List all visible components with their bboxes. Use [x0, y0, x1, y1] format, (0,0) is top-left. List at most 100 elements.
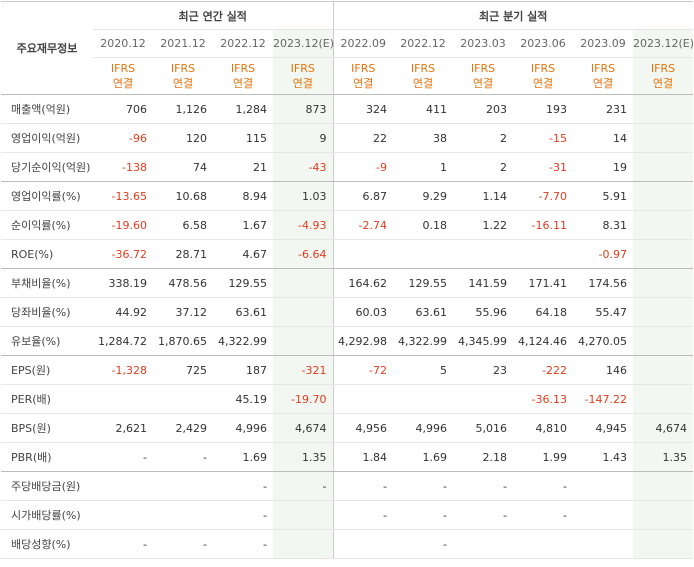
value-cell: 725	[153, 355, 213, 385]
value-cell: -0.97	[573, 239, 633, 269]
table-row: EPS(원) -1,328 725 187 -321 -72 5 23 -222 146	[1, 355, 693, 385]
basis-label: IFRS 연결	[453, 57, 513, 95]
value-cell	[332, 529, 393, 559]
value-cell: 37.12	[153, 297, 213, 327]
value-cell	[153, 384, 213, 414]
value-cell: 1.69	[393, 442, 453, 472]
period-label: 2023.06	[513, 29, 573, 58]
value-cell: 8.94	[213, 181, 273, 211]
value-cell: 4,674	[633, 413, 693, 443]
value-cell: 4,674	[273, 413, 333, 443]
value-cell: -4.93	[273, 210, 333, 240]
value-cell: -16.11	[513, 210, 573, 240]
row-label: 시가배당률(%)	[1, 500, 93, 530]
value-cell: 4,322.99	[393, 326, 453, 356]
row-label: 당좌비율(%)	[1, 297, 93, 327]
value-cell: 231	[573, 94, 633, 124]
value-cell: 187	[213, 355, 273, 385]
period-label: 2023.12(E)	[633, 29, 694, 58]
value-cell: 164.62	[332, 268, 393, 298]
value-cell	[633, 181, 693, 211]
value-cell: 6.87	[332, 181, 393, 211]
value-cell: -15	[513, 123, 573, 153]
value-cell: 146	[573, 355, 633, 385]
value-cell	[332, 384, 393, 414]
value-cell: -	[453, 471, 513, 501]
period-label: 2022.09	[332, 29, 393, 58]
value-cell: 14	[573, 123, 633, 153]
value-cell: 55.47	[573, 297, 633, 327]
table-row: 순이익률(%) -19.60 6.58 1.67 -4.93 -2.74 0.18 1.22-…	[1, 210, 693, 240]
value-cell: -9	[332, 152, 393, 182]
value-cell: -1,328	[93, 355, 153, 385]
period-label: 2023.03	[453, 29, 513, 58]
value-cell	[273, 297, 333, 327]
value-cell: -31	[513, 152, 573, 182]
value-cell: 1,284	[213, 94, 273, 124]
value-cell: -19.60	[93, 210, 153, 240]
value-cell	[93, 384, 153, 414]
value-cell: 1.35	[633, 442, 693, 472]
value-cell: 171.41	[513, 268, 573, 298]
period-row: 2020.12 2021.12 2022.12 2023.12(E) 2022.09 20…	[1, 29, 694, 58]
value-cell	[93, 471, 153, 501]
basis-top: IFRS	[170, 62, 196, 75]
value-cell: 120	[153, 123, 213, 153]
basis-bottom: 연결	[592, 77, 614, 90]
value-cell: -36.72	[93, 239, 153, 269]
value-cell	[633, 210, 693, 240]
value-cell: -	[332, 500, 393, 530]
value-cell: 115	[213, 123, 273, 153]
value-cell	[633, 500, 693, 530]
period-label: 2021.12	[153, 29, 213, 58]
value-cell	[573, 529, 633, 559]
table-row: 유보율(%) 1,284.72 1,870.65 4,322.99 4,292.98 4,…	[1, 326, 693, 356]
basis-label: IFRS 연결	[273, 57, 333, 95]
basis-label: IFRS 연결	[513, 57, 573, 95]
table-row: 주당배당금(원) - - - - - -	[1, 471, 693, 501]
table-row: 시가배당률(%) - - - - -	[1, 500, 693, 530]
value-cell	[633, 94, 693, 124]
value-cell: -147.22	[573, 384, 633, 414]
table-row: PBR(배) - -1.69 1.35 1.84 1.69 2.18 1.99 1.43 1.35	[1, 442, 693, 472]
basis-label: IFRS 연결	[633, 57, 693, 95]
value-cell: -19.70	[273, 384, 333, 414]
value-cell: -	[513, 500, 573, 530]
table-row: 당좌비율(%) 44.92 37.12 63.61 60.03 63.61 55.96 64.…	[1, 297, 693, 327]
value-cell	[273, 268, 333, 298]
basis-row: IFRS 연결 IFRS 연결 IFRS 연결 IFRS 연결 IFRS 연결 IFRS 연결 IFRS…	[1, 57, 693, 95]
value-cell: 21	[213, 152, 273, 182]
value-cell	[393, 384, 453, 414]
value-cell: 4.67	[213, 239, 273, 269]
row-label: EPS(원)	[1, 355, 93, 385]
value-cell: 2	[453, 123, 513, 153]
row-label: 주당배당금(원)	[1, 471, 93, 501]
value-cell: 338.19	[93, 268, 153, 298]
value-cell: 23	[453, 355, 513, 385]
value-cell: 4,810	[513, 413, 573, 443]
value-cell: 4,292.98	[332, 326, 393, 356]
value-cell	[513, 239, 573, 269]
value-cell: 1.03	[273, 181, 333, 211]
basis-label: IFRS 연결	[153, 57, 213, 95]
value-cell: 55.96	[453, 297, 513, 327]
value-cell: 5.91	[573, 181, 633, 211]
value-cell	[573, 471, 633, 501]
value-cell: 4,956	[332, 413, 393, 443]
value-cell: -96	[93, 123, 153, 153]
value-cell: -	[93, 529, 153, 559]
period-label: 2023.09	[573, 29, 633, 58]
value-cell: 5	[393, 355, 453, 385]
row-label: ROE(%)	[1, 239, 93, 269]
table-row: 매출액(억원) 706 1,126 1,284 873 324 411 203 193 231	[1, 94, 693, 124]
value-cell: 64.18	[513, 297, 573, 327]
value-cell: 0.18	[393, 210, 453, 240]
table-row: 영업이익(억원) -96 120 115 9 22 38 2 -15 14	[1, 123, 693, 153]
value-cell	[453, 239, 513, 269]
value-cell: -	[273, 471, 333, 501]
value-cell	[633, 326, 693, 356]
value-cell: -222	[513, 355, 573, 385]
value-cell: -2.74	[332, 210, 393, 240]
value-cell: 129.55	[213, 268, 273, 298]
